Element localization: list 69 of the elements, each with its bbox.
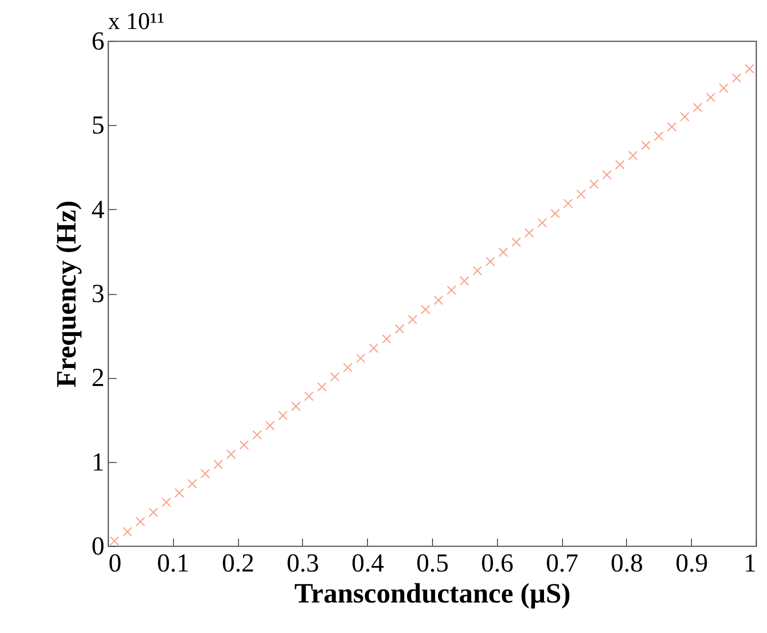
point — [226, 449, 236, 460]
point — [628, 150, 638, 160]
point — [110, 536, 120, 546]
text: x 10¹¹ — [108, 9, 164, 35]
y-axis-title: Frequency (Hz) — [52, 200, 82, 388]
y-tick-label: 4 — [92, 194, 104, 224]
point — [342, 362, 353, 372]
point — [278, 410, 288, 420]
point — [162, 497, 172, 508]
point — [666, 122, 677, 132]
point — [498, 247, 508, 258]
point — [602, 170, 612, 180]
x-tick-label: 0.1 — [157, 548, 190, 578]
point — [317, 382, 327, 392]
point — [291, 402, 301, 412]
x-tick-label: 0.9 — [675, 548, 708, 578]
point — [200, 468, 210, 478]
x-tick-label: 0.3 — [286, 548, 320, 578]
point — [148, 508, 158, 518]
y-tick-label: 3 — [92, 279, 104, 308]
y-tick-label: 6 — [92, 26, 104, 56]
x-tick-label: 0.5 — [416, 548, 449, 578]
x-tick-label: 0.8 — [610, 548, 644, 578]
point — [239, 440, 249, 450]
point — [368, 343, 378, 353]
point — [446, 285, 456, 295]
point — [563, 198, 573, 208]
y-tick-label: 2 — [92, 363, 104, 392]
point — [136, 516, 146, 526]
point — [252, 430, 262, 440]
point — [744, 64, 754, 74]
point — [382, 334, 392, 344]
point — [615, 160, 625, 170]
point — [330, 372, 340, 382]
x-axis-title: Transconductance (µS) — [294, 578, 571, 610]
point — [537, 218, 547, 228]
point — [460, 276, 470, 286]
point — [174, 488, 184, 498]
point — [524, 228, 534, 238]
point — [122, 526, 132, 536]
point — [654, 131, 664, 141]
point — [356, 354, 366, 364]
y-tick-label: 1 — [92, 447, 104, 476]
point — [265, 420, 275, 430]
point — [576, 189, 586, 199]
x-tick-label: 1 — [744, 548, 756, 578]
point — [304, 391, 314, 401]
x-tick-label: 0.2 — [222, 548, 254, 578]
point — [692, 102, 702, 112]
point — [486, 256, 496, 266]
y-tick-label: 5 — [92, 110, 104, 140]
point — [680, 112, 690, 122]
point — [589, 179, 599, 189]
point — [408, 314, 418, 324]
x-tick-label: 0.4 — [351, 548, 384, 578]
x-tick-label: 0.7 — [546, 548, 578, 578]
point — [706, 92, 716, 102]
point — [641, 140, 651, 150]
point — [718, 83, 728, 93]
point — [187, 478, 198, 488]
point — [550, 208, 560, 218]
point — [213, 460, 223, 470]
point — [420, 304, 430, 314]
point — [394, 324, 404, 334]
point — [732, 73, 742, 83]
point — [511, 237, 522, 247]
point — [434, 295, 444, 306]
x-tick-label: 0.6 — [481, 548, 514, 578]
point — [472, 266, 482, 276]
